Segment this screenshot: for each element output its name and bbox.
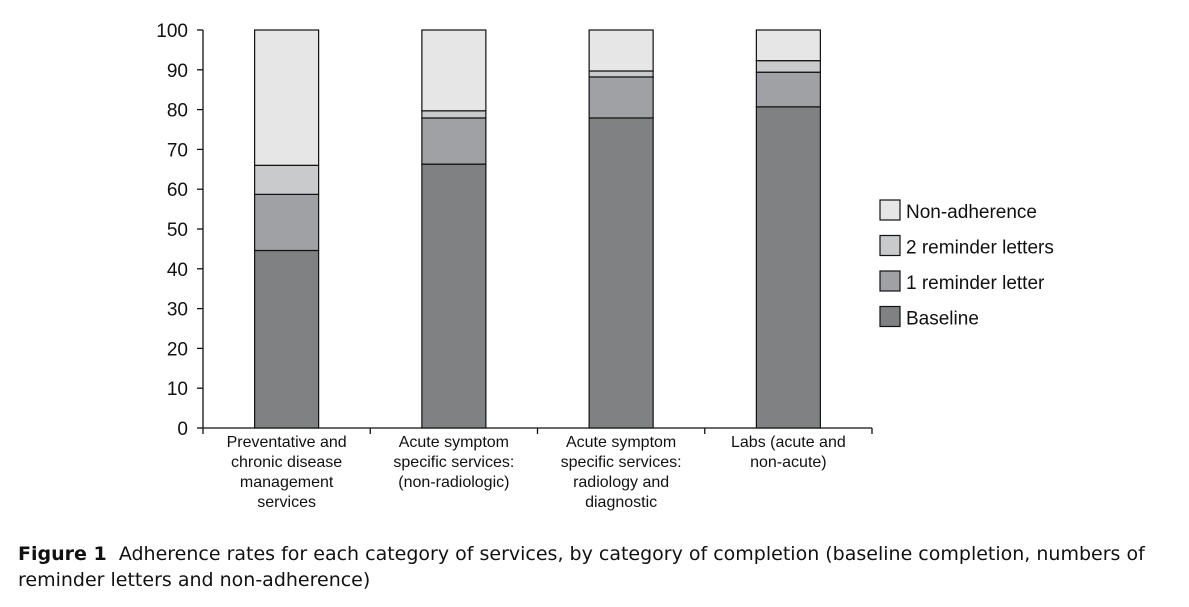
bar-segment-non-adherence <box>755 29 821 62</box>
x-category-label: (non-radiologic) <box>398 474 509 491</box>
x-category-label: Acute symptom <box>399 434 509 451</box>
y-tick-label: 50 <box>167 220 188 241</box>
y-tick-label: 60 <box>167 180 188 201</box>
x-category-label: radiology and <box>573 474 669 491</box>
x-category-label: Labs (acute and <box>731 434 846 451</box>
x-category-label: chronic disease <box>231 454 342 471</box>
y-tick-label: 0 <box>177 419 188 440</box>
bar-segment-1-reminder-letter <box>254 193 320 252</box>
bar-segment-baseline <box>755 106 821 429</box>
bar-segment-baseline <box>254 249 320 429</box>
legend-label: Non-adherence <box>906 202 1037 223</box>
legend-swatch <box>879 234 901 257</box>
caption-text: Adherence rates for each category of ser… <box>18 543 1145 591</box>
y-tick-label: 10 <box>167 379 188 400</box>
figure-caption: Figure 1 Adherence rates for each catego… <box>18 541 1188 593</box>
legend-swatch <box>879 305 901 328</box>
bar-segment-2-reminder-letters <box>755 60 821 73</box>
y-tick-label: 40 <box>167 260 188 281</box>
legend-label: Baseline <box>906 309 979 330</box>
bar-segment-non-adherence <box>254 29 320 166</box>
bar-segment-1-reminder-letter <box>588 76 654 119</box>
x-category-label: Acute symptom <box>566 434 676 451</box>
bar-segment-2-reminder-letters <box>421 110 487 119</box>
x-category-label: diagnostic <box>585 494 657 511</box>
bar-segment-non-adherence <box>421 29 487 112</box>
x-category-label: services <box>257 494 316 511</box>
y-tick-label: 30 <box>167 300 188 321</box>
legend-label: 2 reminder letters <box>906 238 1054 259</box>
bar-segment-baseline <box>421 163 487 429</box>
y-tick-label: 90 <box>167 61 188 82</box>
stacked-bar-chart: 0 10 20 30 40 50 60 70 80 90 100 Preventative and ch… <box>156 21 1054 511</box>
y-tick-label: 70 <box>167 140 188 161</box>
y-tick-label: 100 <box>156 21 188 42</box>
bar-segment-non-adherence <box>588 29 654 72</box>
x-category-label: Preventative and <box>227 434 347 451</box>
y-tick-label: 80 <box>167 101 188 122</box>
bar-segment-baseline <box>588 117 654 429</box>
x-category-label: management <box>240 474 334 491</box>
x-category-label: non-acute) <box>750 454 827 471</box>
bar-segment-1-reminder-letter <box>421 117 487 165</box>
bar-segment-2-reminder-letters <box>588 70 654 78</box>
x-category-label: specific services: <box>561 454 682 471</box>
y-tick-label: 20 <box>167 339 188 360</box>
bar-segment-2-reminder-letters <box>254 164 320 195</box>
caption-label: Figure 1 <box>18 543 107 565</box>
legend-swatch <box>879 270 901 292</box>
legend-swatch <box>879 199 901 221</box>
bar-segment-1-reminder-letter <box>755 71 821 108</box>
legend-label: 1 reminder letter <box>906 273 1045 294</box>
x-category-label: specific services: <box>393 454 514 471</box>
